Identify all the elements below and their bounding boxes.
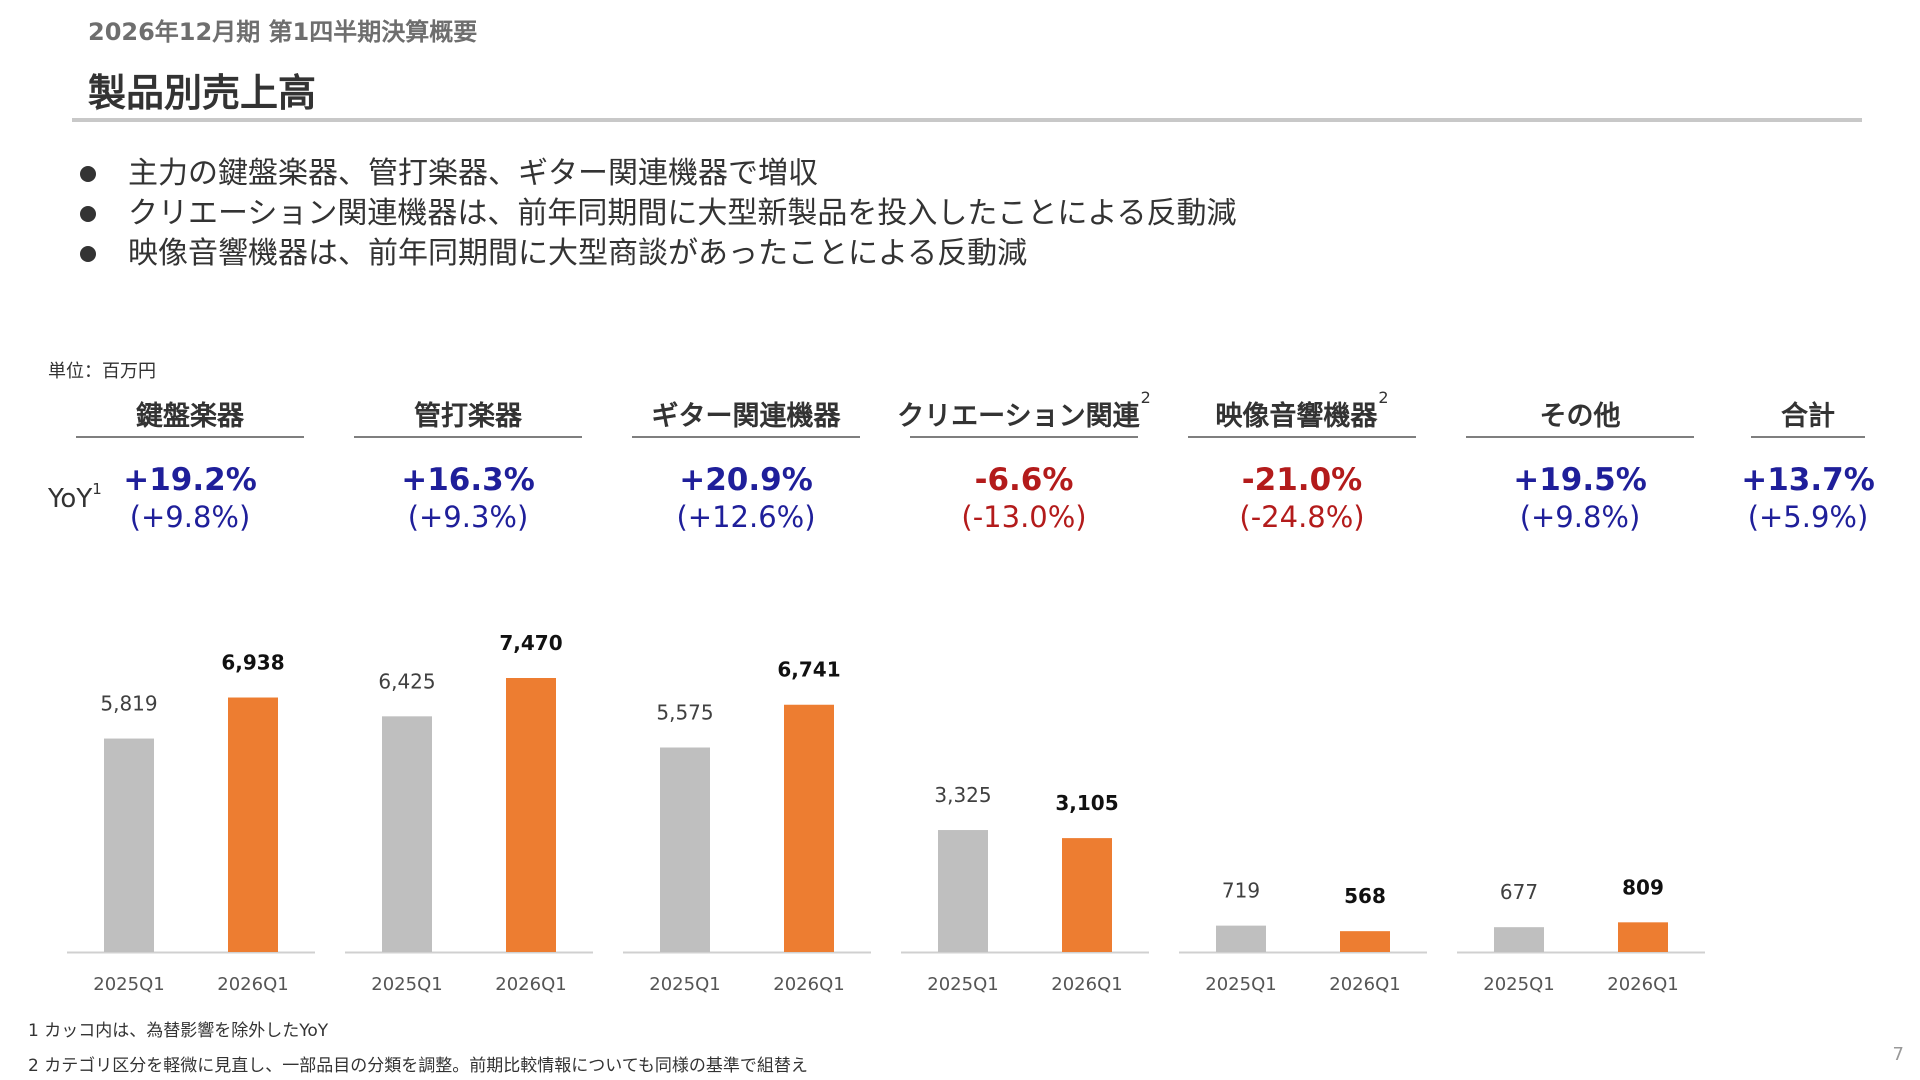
category-underline: [910, 436, 1138, 438]
category-name: 映像音響機器: [1215, 401, 1378, 432]
bar-2025Q1: [1494, 927, 1544, 952]
bar-2025Q1: [104, 738, 154, 952]
bar-value-label: 809: [1622, 875, 1664, 899]
bar-2025Q1: [382, 716, 432, 952]
bullet-dot-icon: [80, 246, 96, 262]
bar-2026Q1: [228, 697, 278, 952]
yoy-value: +13.7%: [1741, 462, 1875, 498]
x-tick-label: 2026Q1: [495, 974, 566, 995]
category-name: その他: [1539, 401, 1621, 432]
category-name: クリエーション関連: [897, 401, 1140, 432]
x-tick-label: 2026Q1: [1607, 974, 1678, 995]
bar-value-label: 3,105: [1055, 791, 1118, 815]
bar-2026Q1: [1618, 922, 1668, 952]
category-header: 合計: [1658, 394, 1920, 433]
bar-value-label: 7,470: [499, 631, 562, 655]
bar-2026Q1: [1062, 838, 1112, 952]
x-tick-label: 2025Q1: [1483, 974, 1554, 995]
bar-value-label: 3,325: [934, 783, 991, 807]
yoy-footnote-ref: 1: [92, 480, 102, 498]
category-name: 鍵盤楽器: [136, 401, 244, 432]
report-subtitle: 2026年12月期 第1四半期決算概要: [88, 18, 478, 46]
bullet-text: 主力の鍵盤楽器、管打楽器、ギター関連機器で増収: [128, 156, 818, 191]
category-footnote-ref: 2: [1140, 388, 1151, 407]
x-tick-label: 2025Q1: [93, 974, 164, 995]
bar-value-label: 719: [1222, 879, 1260, 903]
bar-2026Q1: [1340, 931, 1390, 952]
yoy-fx-adjusted-value: (+9.8%): [129, 500, 251, 534]
category-header: ギター関連機器: [596, 394, 896, 433]
category-name: 合計: [1781, 401, 1835, 432]
footnote-2: 2 カテゴリ区分を軽微に見直し、一部品目の分類を調整。前期比較情報についても同様…: [28, 1056, 808, 1076]
x-tick-label: 2026Q1: [1329, 974, 1400, 995]
x-tick-label: 2026Q1: [773, 974, 844, 995]
yoy-value: +16.3%: [401, 462, 535, 498]
bullet-dot-icon: [80, 206, 96, 222]
x-tick-label: 2025Q1: [927, 974, 998, 995]
category-underline: [76, 436, 304, 438]
bar-value-label: 5,575: [656, 701, 713, 725]
yoy-fx-adjusted-value: (-13.0%): [961, 500, 1087, 534]
category-underline: [1466, 436, 1694, 438]
bar-2025Q1: [660, 747, 710, 952]
category-footnote-ref: 2: [1378, 388, 1389, 407]
category-header: その他: [1430, 394, 1730, 433]
bar-value-label: 6,741: [777, 658, 840, 682]
bar-2025Q1: [938, 830, 988, 952]
yoy-fx-adjusted-value: (+5.9%): [1747, 500, 1869, 534]
x-tick-label: 2026Q1: [217, 974, 288, 995]
yoy-row-label: YoY1: [48, 480, 102, 514]
x-tick-label: 2025Q1: [1205, 974, 1276, 995]
yoy-fx-adjusted-value: (-24.8%): [1239, 500, 1365, 534]
bullet-item: クリエーション関連機器は、前年同期間に大型新製品を投入したことによる反動減: [76, 194, 1237, 234]
bullet-dot-icon: [80, 166, 96, 182]
page-number: 7: [1892, 1044, 1904, 1065]
unit-label: 単位：百万円: [48, 361, 156, 382]
bar-value-label: 6,938: [221, 651, 284, 675]
bar-value-label: 568: [1344, 884, 1386, 908]
bar-value-label: 5,819: [100, 692, 157, 716]
summary-bullets: 主力の鍵盤楽器、管打楽器、ギター関連機器で増収 クリエーション関連機器は、前年同…: [76, 154, 1237, 274]
category-underline: [354, 436, 582, 438]
yoy-fx-adjusted-value: (+9.3%): [407, 500, 529, 534]
category-name: 管打楽器: [414, 401, 522, 432]
bullet-item: 映像音響機器は、前年同期間に大型商談があったことによる反動減: [76, 234, 1237, 274]
title-divider: [72, 118, 1862, 122]
category-header: 映像音響機器2: [1152, 388, 1452, 433]
bar-2026Q1: [784, 704, 834, 952]
footnote-1: 1 カッコ内は、為替影響を除外したYoY: [28, 1021, 329, 1041]
yoy-value: +19.5%: [1513, 462, 1647, 498]
category-header: 鍵盤楽器: [40, 394, 340, 433]
yoy-value: +19.2%: [123, 462, 257, 498]
bullet-item: 主力の鍵盤楽器、管打楽器、ギター関連機器で増収: [76, 154, 1237, 194]
bar-2026Q1: [506, 678, 556, 952]
bar-value-label: 6,425: [378, 669, 435, 693]
category-underline: [1188, 436, 1416, 438]
category-underline: [1751, 436, 1865, 438]
category-header: クリエーション関連2: [874, 388, 1174, 433]
bar-2025Q1: [1216, 925, 1266, 952]
x-tick-label: 2025Q1: [371, 974, 442, 995]
yoy-fx-adjusted-value: (+12.6%): [676, 500, 816, 534]
yoy-label-text: YoY: [48, 484, 93, 514]
x-tick-label: 2025Q1: [649, 974, 720, 995]
yoy-fx-adjusted-value: (+9.8%): [1519, 500, 1641, 534]
yoy-value: +20.9%: [679, 462, 813, 498]
bullet-text: 映像音響機器は、前年同期間に大型商談があったことによる反動減: [128, 236, 1028, 271]
x-tick-label: 2026Q1: [1051, 974, 1122, 995]
yoy-value: -6.6%: [974, 462, 1074, 498]
page-title: 製品別売上高: [88, 71, 317, 115]
category-underline: [632, 436, 860, 438]
bar-value-label: 677: [1500, 880, 1538, 904]
category-name: ギター関連機器: [651, 401, 841, 432]
yoy-value: -21.0%: [1241, 462, 1363, 498]
category-header: 管打楽器: [318, 394, 618, 433]
bullet-text: クリエーション関連機器は、前年同期間に大型新製品を投入したことによる反動減: [128, 196, 1237, 231]
